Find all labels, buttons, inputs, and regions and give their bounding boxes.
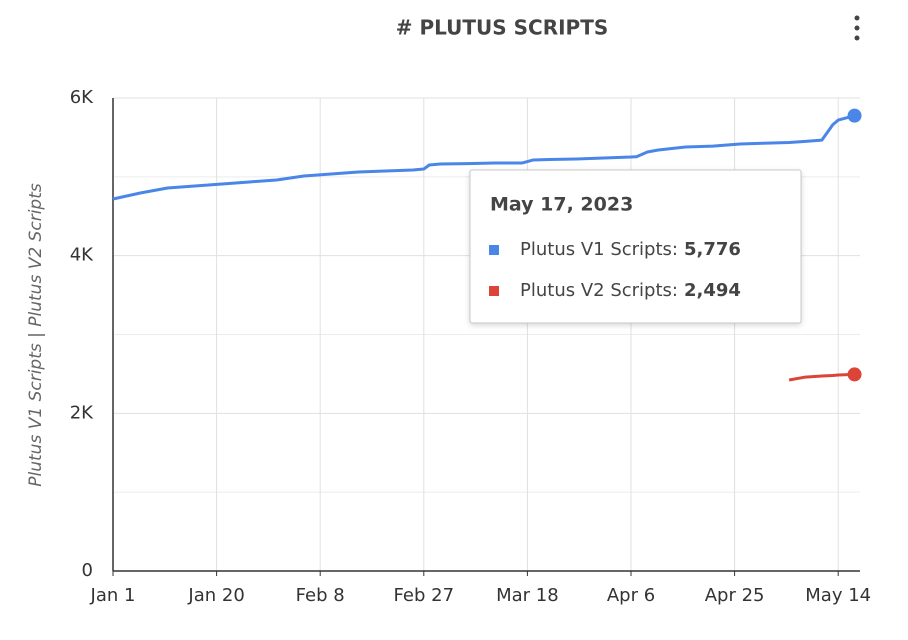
- plot: [112, 108, 862, 382]
- tooltip-item: Plutus V2 Scripts: 2,494: [520, 280, 741, 301]
- x-tick-label: May 14: [805, 585, 871, 606]
- tooltip-item: Plutus V1 Scripts: 5,776: [520, 239, 741, 260]
- tooltip-box: [469, 169, 802, 324]
- end-point: [847, 108, 862, 123]
- series-line: [112, 114, 855, 201]
- x-tick-label: Mar 18: [496, 585, 559, 606]
- tooltip-label: Plutus V2 Scripts:: [520, 280, 678, 301]
- y-tick-label: 4K: [70, 245, 94, 266]
- x-tick-label: Jan 20: [187, 585, 244, 606]
- legend-swatch: [489, 245, 499, 255]
- tooltip-title: May 17, 2023: [490, 194, 633, 216]
- end-point: [847, 367, 862, 382]
- tooltip-value: 2,494: [684, 280, 741, 301]
- tooltip-value: 5,776: [684, 239, 741, 260]
- chart-title: # PLUTUS SCRIPTS: [396, 16, 609, 40]
- y-tick-label: 0: [82, 560, 93, 581]
- legend-swatch: [489, 286, 499, 296]
- grid: 0 2K 4K 6K Jan 1 Jan 20 Feb 8 Feb 27 Mar 18 Apr 6…: [70, 87, 871, 606]
- x-tick-label: Feb 27: [394, 585, 455, 606]
- menu-dot: [854, 25, 860, 31]
- y-tick-label: 6K: [70, 87, 94, 108]
- series-line: [788, 372, 855, 382]
- y-tick-label: 2K: [70, 402, 94, 423]
- x-tick-label: Apr 25: [705, 585, 765, 606]
- y-axis-label: Plutus V1 Scripts | Plutus V2 Scripts: [26, 183, 46, 487]
- x-tick-label: Feb 8: [296, 585, 345, 606]
- menu-button[interactable]: [854, 15, 860, 41]
- menu-dot: [854, 35, 860, 41]
- x-tick-label: Jan 1: [90, 585, 136, 606]
- tooltip-label: Plutus V1 Scripts:: [520, 239, 678, 260]
- x-tick-label: Apr 6: [607, 585, 655, 606]
- menu-dot: [854, 15, 860, 21]
